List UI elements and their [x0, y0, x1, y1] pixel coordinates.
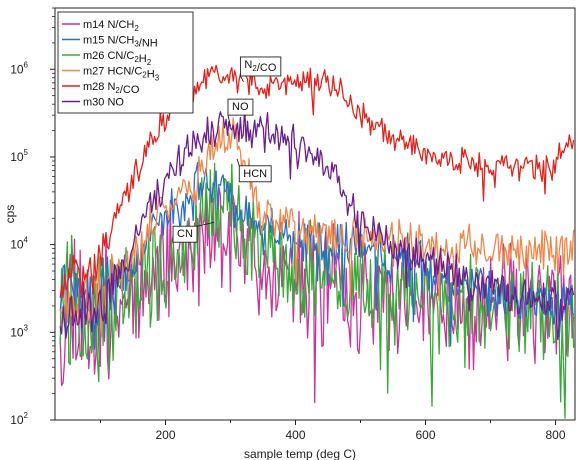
legend-label: m27 HCN/C2H3 — [83, 66, 160, 83]
y-axis-label: cps — [3, 205, 17, 224]
anno-no: NO — [227, 98, 254, 127]
series-line-m28 — [59, 64, 575, 299]
legend-label: m26 CN/C2H2 — [83, 50, 152, 67]
y-tick-label: 103 — [10, 323, 28, 339]
series-layer — [59, 64, 575, 419]
plot-frame — [54, 7, 576, 421]
legend-entry: m28 N2/CO — [62, 81, 140, 96]
anno-cn: CN — [172, 221, 215, 243]
y-tick-label: 106 — [10, 60, 28, 76]
legend-entry: m26 CN/C2H2 — [62, 50, 152, 67]
legend-label: m14 N/CH2 — [83, 19, 139, 33]
x-tick-label: 600 — [415, 428, 435, 442]
series-line-m30 — [59, 106, 575, 341]
anno-hcn: HCN — [236, 158, 272, 183]
series-line-m15 — [59, 162, 575, 350]
x-axis-label: sample temp (deg C) — [244, 447, 356, 460]
x-tick-label: 200 — [155, 428, 175, 442]
annotation-layer: N2/CO NO HCN CN — [172, 56, 282, 243]
legend-entry: m15 N/CH3/NH — [62, 35, 158, 50]
legend-entry: m14 N/CH2 — [62, 19, 139, 33]
x-tick-label: 800 — [545, 428, 565, 442]
x-tick-label: 400 — [285, 428, 305, 442]
svg-text:HCN: HCN — [243, 168, 267, 180]
axes-layer: 200 400 600 800 102 103 104 105 106 — [10, 7, 576, 442]
legend-label: m15 N/CH3/NH — [83, 35, 158, 50]
legend-label: m30 NO — [83, 97, 124, 109]
y-tick-label: 105 — [10, 148, 28, 164]
legend-box — [57, 11, 194, 114]
svg-text:N2/CO: N2/CO — [244, 59, 276, 74]
legend-entry: m27 HCN/C2H3 — [62, 66, 160, 83]
y-tick-label: 102 — [10, 411, 28, 427]
svg-text:CN: CN — [177, 228, 193, 240]
svg-text:NO: NO — [232, 101, 249, 113]
y-tick-label: 104 — [10, 236, 28, 252]
anno-n2-co: N2/CO — [239, 56, 282, 83]
legend-entry: m30 NO — [62, 97, 124, 109]
series-line-m27 — [59, 117, 575, 338]
legend-label: m28 N2/CO — [83, 81, 140, 96]
